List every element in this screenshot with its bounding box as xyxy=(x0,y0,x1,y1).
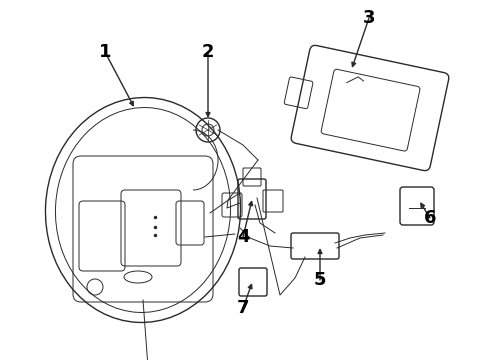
Text: 5: 5 xyxy=(314,271,326,289)
Text: 2: 2 xyxy=(202,43,214,61)
Text: 3: 3 xyxy=(363,9,375,27)
Text: 6: 6 xyxy=(424,209,436,227)
Text: 4: 4 xyxy=(237,228,249,246)
Text: 7: 7 xyxy=(237,299,249,317)
Text: 1: 1 xyxy=(99,43,111,61)
